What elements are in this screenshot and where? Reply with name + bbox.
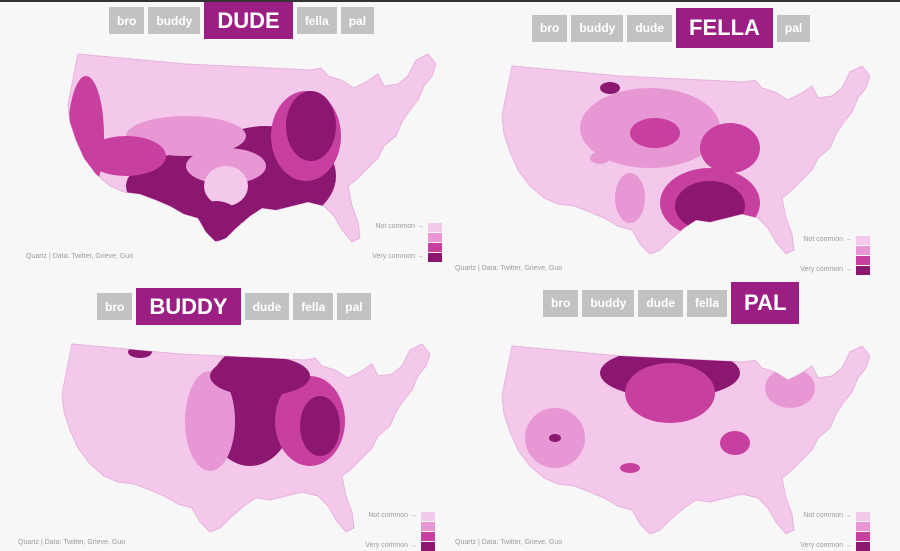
legend-swatch-2 <box>856 522 870 531</box>
data-credit: Quartz | Data: Twitter, Grieve, Guo <box>26 253 134 260</box>
top-border <box>0 0 900 2</box>
dude-usa-map <box>67 53 436 243</box>
legend-swatch-3 <box>421 532 435 541</box>
tab-dude[interactable]: dude <box>244 293 290 320</box>
legend-swatch-4 <box>421 542 435 551</box>
tab-pal[interactable]: pal <box>340 7 375 34</box>
legend-swatch-4 <box>856 542 870 551</box>
map-legend: Not common → Very common → <box>780 512 870 551</box>
tab-buddy-active[interactable]: BUDDY <box>136 288 241 325</box>
fella-map-panel: bro buddy dude FELLA pal Quartz | Data: … <box>450 0 900 275</box>
tab-dude[interactable]: dude <box>627 14 673 42</box>
legend-very-common: Very common → <box>365 542 417 549</box>
legend-swatch-1 <box>428 223 442 232</box>
word-tabs: bro buddy dude fella PAL <box>543 282 800 324</box>
legend-very-common: Very common → <box>372 253 424 260</box>
legend-very-common: Very common → <box>800 542 852 549</box>
map-legend: Not common → Very common → <box>345 512 435 551</box>
word-tabs: bro buddy dude FELLA pal <box>532 8 811 48</box>
data-credit: Quartz | Data: Twitter, Grieve, Guo <box>455 265 563 272</box>
legend-swatch-1 <box>421 512 435 521</box>
tab-bro[interactable]: bro <box>97 293 133 320</box>
tab-buddy[interactable]: buddy <box>582 289 635 317</box>
map-legend: Not common → Very common → <box>780 236 870 280</box>
pal-map-panel: bro buddy dude fella PAL Quartz | Data: … <box>450 276 900 551</box>
legend-not-common: Not common → <box>803 236 852 243</box>
legend-swatch-2 <box>428 233 442 242</box>
tab-bro[interactable]: bro <box>532 14 568 42</box>
buddy-usa-map <box>61 343 430 533</box>
legend-swatch-3 <box>428 243 442 252</box>
dude-map-panel: bro buddy DUDE fella pal Quartz | Data: … <box>0 0 450 275</box>
tab-fella[interactable]: fella <box>296 7 337 34</box>
map-legend: Not common → Very common → <box>352 223 442 267</box>
tab-fella[interactable]: fella <box>687 289 728 317</box>
legend-swatch-2 <box>421 522 435 531</box>
legend-swatch-4 <box>856 266 870 275</box>
tab-buddy[interactable]: buddy <box>148 7 201 34</box>
tab-pal-active[interactable]: PAL <box>731 282 800 324</box>
tab-fella[interactable]: fella <box>293 293 334 320</box>
tab-dude[interactable]: dude <box>638 289 684 317</box>
legend-swatch-3 <box>856 256 870 265</box>
data-credit: Quartz | Data: Twitter, Grieve, Guo <box>455 539 563 546</box>
legend-swatch-1 <box>856 512 870 521</box>
tab-pal[interactable]: pal <box>337 293 371 320</box>
legend-not-common: Not common → <box>803 512 852 519</box>
legend-very-common: Very common → <box>800 266 852 273</box>
tab-bro[interactable]: bro <box>109 7 145 34</box>
tab-pal[interactable]: pal <box>776 14 811 42</box>
tab-fella-active[interactable]: FELLA <box>676 8 773 48</box>
word-tabs: bro BUDDY dude fella pal <box>97 288 371 325</box>
tab-bro[interactable]: bro <box>543 289 579 317</box>
legend-not-common: Not common → <box>375 223 424 230</box>
data-credit: Quartz | Data: Twitter, Grieve, Guo <box>18 539 126 546</box>
tab-dude-active[interactable]: DUDE <box>204 2 293 39</box>
legend-not-common: Not common → <box>368 512 417 519</box>
fella-usa-map <box>501 65 870 255</box>
legend-swatch-2 <box>856 246 870 255</box>
tab-buddy[interactable]: buddy <box>571 14 624 42</box>
pal-usa-map <box>501 345 870 535</box>
legend-swatch-3 <box>856 532 870 541</box>
legend-swatch-4 <box>428 253 442 262</box>
legend-swatch-1 <box>856 236 870 245</box>
buddy-map-panel: bro BUDDY dude fella pal Quartz | Data: … <box>0 276 450 551</box>
word-tabs: bro buddy DUDE fella pal <box>109 2 375 39</box>
